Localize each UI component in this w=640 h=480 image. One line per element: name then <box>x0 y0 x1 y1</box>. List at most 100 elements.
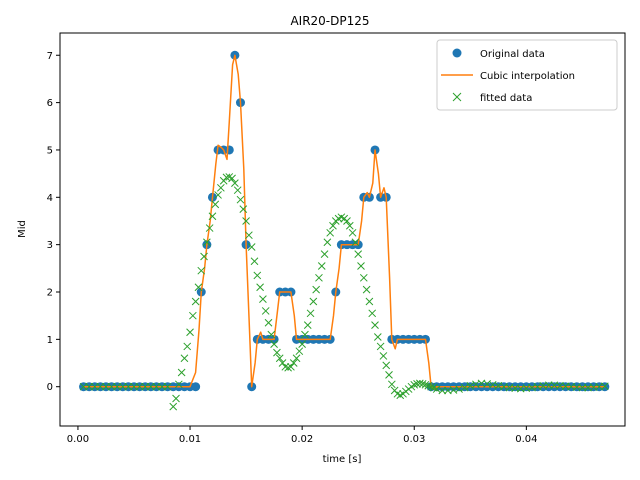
x-tick-label: 0.04 <box>515 434 537 445</box>
fitted-data-point <box>323 238 332 247</box>
fitted-data-point <box>306 309 315 318</box>
fitted-data-point <box>152 382 161 391</box>
fitted-data-point <box>368 309 377 318</box>
fitted-data-point <box>301 330 309 339</box>
legend: Original data Cubic interpolation fitted… <box>436 39 618 111</box>
fitted-data-point <box>466 381 475 390</box>
fitted-data-point <box>169 402 178 411</box>
fitted-data-point <box>270 340 278 348</box>
fitted-data-point <box>317 262 326 270</box>
fitted-data-point <box>329 221 337 230</box>
fitted-data-point <box>385 371 393 379</box>
fitted-data-point <box>348 228 357 237</box>
fitted-data-point <box>354 250 363 258</box>
fitted-data-point <box>174 380 183 389</box>
fitted-data-point <box>188 311 197 320</box>
fitted-data-point <box>432 385 441 393</box>
fitted-data-point <box>281 362 290 371</box>
fitted-data-point <box>264 318 273 327</box>
fitted-data-point <box>278 359 287 367</box>
legend-marker-original <box>452 48 462 58</box>
fitted-data-point <box>253 271 262 280</box>
fitted-data-point <box>320 250 329 258</box>
fitted-data-point <box>135 382 144 391</box>
fitted-data-point <box>197 266 206 275</box>
fitted-data-point <box>217 183 225 192</box>
y-tick-label: 2 <box>47 288 53 299</box>
fitted-data-point <box>345 221 354 230</box>
fitted-data-point <box>371 321 379 329</box>
original-data-point <box>191 382 201 392</box>
fitted-data-point <box>211 200 220 209</box>
fitted-data-point <box>158 382 166 391</box>
fitted-data-point <box>413 380 421 388</box>
fitted-data-point <box>233 186 242 195</box>
fitted-data-point <box>284 363 292 372</box>
fitted-data-point <box>421 380 430 389</box>
x-tick-label: 0.00 <box>67 434 89 445</box>
fitted-data-point <box>107 382 116 391</box>
fitted-data-point <box>90 382 99 391</box>
fitted-data-point <box>200 252 208 261</box>
fitted-data-point <box>418 380 427 388</box>
y-tick-label: 6 <box>47 98 53 109</box>
fitted-data-point <box>382 361 391 370</box>
fitted-data-point <box>415 379 424 388</box>
fitted-data-point <box>460 383 469 392</box>
fitted-data-point <box>96 382 105 391</box>
fitted-data-point <box>438 386 447 395</box>
fitted-data-point <box>245 231 253 240</box>
x-tick-label: 0.01 <box>179 434 201 445</box>
fitted-data-point <box>351 238 360 247</box>
fitted-data-point <box>191 297 200 306</box>
fitted-data-point <box>273 348 281 357</box>
y-tick-label: 3 <box>47 240 53 251</box>
fitted-data-point <box>373 333 382 341</box>
fitted-data-point <box>362 285 371 294</box>
fitted-data-point <box>410 380 419 389</box>
fitted-data-point <box>239 205 248 213</box>
cubic-interpolation-line <box>83 54 605 390</box>
fitted-data-point <box>177 368 186 377</box>
fitted-data-point <box>312 285 321 294</box>
fitted-data-point <box>102 382 110 391</box>
fitted-data-point <box>250 257 259 266</box>
fitted-data-point <box>357 262 365 270</box>
x-tick-label: 0.03 <box>403 434 425 445</box>
y-tick-label: 0 <box>47 382 53 393</box>
y-tick-label: 4 <box>47 193 53 204</box>
fitted-data-point <box>180 354 189 363</box>
fitted-data-point <box>303 321 312 329</box>
y-tick-label: 5 <box>47 145 53 156</box>
fitted-data-point <box>326 228 335 237</box>
legend-label-original: Original data <box>480 49 545 60</box>
chart-title: AIR20-DP125 <box>290 14 369 28</box>
fitted-data-point <box>600 382 609 391</box>
fitted-data-point <box>231 179 239 187</box>
fitted-data-point <box>141 382 150 391</box>
y-tick-label: 7 <box>47 51 53 62</box>
fitted-data-point <box>387 380 396 389</box>
fitted-data-point <box>578 383 587 392</box>
x-tick-label: 0.02 <box>291 434 313 445</box>
legend-label-fitted: fitted data <box>480 93 532 104</box>
y-tick-label: 1 <box>47 335 53 346</box>
original-data-point <box>224 145 234 155</box>
fitted-data-point <box>118 382 127 391</box>
fitted-data-point <box>146 382 155 391</box>
fitted-data-point <box>242 217 250 225</box>
fitted-data-point <box>172 394 180 403</box>
legend-box <box>436 39 618 111</box>
plot-area <box>79 50 610 411</box>
fitted-data-point <box>113 382 122 391</box>
x-axis-label: time [s] <box>323 454 362 465</box>
axes-frame <box>59 32 626 427</box>
fitted-data-point <box>208 212 217 221</box>
fitted-data-point <box>203 238 211 247</box>
fitted-data-point <box>183 342 192 351</box>
fitted-data-point <box>455 385 463 393</box>
fitted-data-point <box>427 382 435 391</box>
fitted-data-point <box>256 283 264 292</box>
fitted-data-point <box>379 352 388 360</box>
